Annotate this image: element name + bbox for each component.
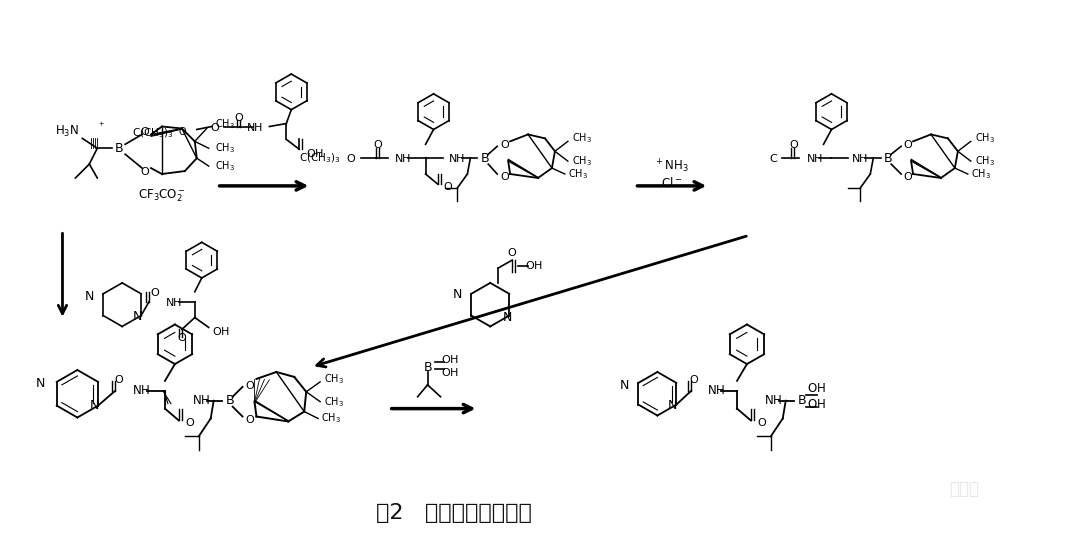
Text: $\rm CH_3$: $\rm CH_3$ bbox=[321, 412, 341, 425]
Text: $\rm N$: $\rm N$ bbox=[36, 377, 45, 390]
Text: $\rm B$: $\rm B$ bbox=[481, 152, 490, 165]
Text: $\rm OH$: $\rm OH$ bbox=[807, 398, 825, 411]
Text: $\rm N$: $\rm N$ bbox=[453, 288, 462, 301]
Text: $\rm NH$: $\rm NH$ bbox=[806, 152, 823, 164]
Text: $\rm B$: $\rm B$ bbox=[225, 394, 234, 407]
Text: $\rm O$: $\rm O$ bbox=[500, 170, 511, 182]
Text: $\rm NH$: $\rm NH$ bbox=[394, 152, 411, 164]
Text: $\rm NH$: $\rm NH$ bbox=[246, 121, 264, 133]
Text: $\rm O$: $\rm O$ bbox=[444, 180, 454, 192]
Text: $\rm CH_3$: $\rm CH_3$ bbox=[975, 155, 995, 168]
Text: $\rm N$: $\rm N$ bbox=[90, 399, 99, 412]
Text: $\rm OH$: $\rm OH$ bbox=[441, 353, 459, 365]
Text: $\rm CF_3CO_2^-$: $\rm CF_3CO_2^-$ bbox=[138, 187, 186, 204]
Text: $\rm Cl^-$: $\rm Cl^-$ bbox=[661, 176, 681, 190]
Text: $\rm B$: $\rm B$ bbox=[883, 152, 893, 165]
Text: $\rm C$: $\rm C$ bbox=[769, 152, 779, 164]
Text: $\rm O$: $\rm O$ bbox=[210, 121, 219, 133]
Text: $\rm NH$: $\rm NH$ bbox=[448, 152, 465, 164]
Text: $\rm N$: $\rm N$ bbox=[84, 290, 94, 303]
Text: $\rm O$: $\rm O$ bbox=[244, 379, 255, 391]
Text: $\rm NH$: $\rm NH$ bbox=[165, 296, 183, 308]
Text: $\rm O$: $\rm O$ bbox=[346, 152, 356, 164]
Text: $\rm CH_3$: $\rm CH_3$ bbox=[215, 159, 234, 173]
Text: $\rm OH$: $\rm OH$ bbox=[307, 147, 324, 159]
Text: $\rm O$: $\rm O$ bbox=[903, 170, 914, 182]
Text: $\rm O$: $\rm O$ bbox=[500, 138, 511, 150]
Text: $\rm ^+NH_3$: $\rm ^+NH_3$ bbox=[653, 157, 689, 175]
Text: $\rm CH_3$: $\rm CH_3$ bbox=[571, 155, 592, 168]
Text: $\rm OH$: $\rm OH$ bbox=[525, 259, 543, 271]
Text: $\rm CH_3$: $\rm CH_3$ bbox=[215, 141, 234, 155]
Text: $\rm O$: $\rm O$ bbox=[177, 331, 187, 343]
Text: $\rm OH$: $\rm OH$ bbox=[441, 366, 459, 378]
Text: $\rm NH$: $\rm NH$ bbox=[707, 384, 725, 397]
Text: $\rm O$: $\rm O$ bbox=[185, 417, 195, 429]
Text: $\rm B$: $\rm B$ bbox=[422, 360, 432, 373]
Text: 凡默谷: 凡默谷 bbox=[949, 480, 978, 498]
Text: $\rm O$: $\rm O$ bbox=[140, 165, 150, 177]
Text: $\rm N$: $\rm N$ bbox=[132, 310, 143, 323]
Text: $\rm O$: $\rm O$ bbox=[244, 413, 255, 424]
Text: $\rm CH_3$: $\rm CH_3$ bbox=[568, 167, 588, 181]
Text: $\rm O$: $\rm O$ bbox=[178, 126, 187, 138]
Text: 图2   硷替佐米合成路线: 图2 硷替佐米合成路线 bbox=[376, 502, 531, 523]
Text: $\rm OH$: $\rm OH$ bbox=[212, 325, 230, 337]
Text: $\rm OH$: $\rm OH$ bbox=[807, 382, 825, 395]
Text: $\rm O$: $\rm O$ bbox=[373, 138, 383, 150]
Text: $^+$: $^+$ bbox=[97, 122, 106, 132]
Text: $\rm C(CH_3)_3$: $\rm C(CH_3)_3$ bbox=[133, 127, 174, 140]
Text: $\rm NH$: $\rm NH$ bbox=[132, 384, 150, 397]
Text: $\rm CH_3$: $\rm CH_3$ bbox=[571, 132, 592, 145]
Text: $\rm B$: $\rm B$ bbox=[114, 142, 124, 155]
Text: $\rm O$: $\rm O$ bbox=[788, 138, 799, 150]
Text: $\rm O$: $\rm O$ bbox=[757, 417, 767, 429]
Text: $\rm O$: $\rm O$ bbox=[508, 246, 517, 258]
Text: $\rm O$: $\rm O$ bbox=[234, 111, 244, 123]
Text: $\rm NH$: $\rm NH$ bbox=[851, 152, 868, 164]
Text: $\rm CH_3$: $\rm CH_3$ bbox=[975, 132, 995, 145]
Text: $\rm C(CH_3)_3$: $\rm C(CH_3)_3$ bbox=[299, 151, 341, 165]
Text: $\rm CH_3$: $\rm CH_3$ bbox=[971, 167, 990, 181]
Text: $\rm N$: $\rm N$ bbox=[502, 311, 512, 324]
Text: $\rm O$: $\rm O$ bbox=[689, 373, 699, 385]
Text: $\rm O$: $\rm O$ bbox=[150, 286, 160, 298]
Text: $\rm O$: $\rm O$ bbox=[140, 126, 150, 138]
Text: $\rm NH$: $\rm NH$ bbox=[192, 394, 210, 407]
Text: $\rm CH_3$: $\rm CH_3$ bbox=[324, 395, 345, 408]
Text: $\rm NH$: $\rm NH$ bbox=[764, 394, 782, 407]
Text: $\rm O$: $\rm O$ bbox=[114, 373, 124, 385]
Text: $\rm H_3N$: $\rm H_3N$ bbox=[55, 124, 80, 139]
Text: $\rm N$: $\rm N$ bbox=[620, 379, 630, 393]
Text: $\rm CH_3$: $\rm CH_3$ bbox=[215, 117, 234, 132]
Text: $\rm B$: $\rm B$ bbox=[797, 394, 807, 407]
Text: $\rm CH_3$: $\rm CH_3$ bbox=[324, 372, 345, 386]
Text: $\rm O$: $\rm O$ bbox=[903, 138, 914, 150]
Text: $\rm N$: $\rm N$ bbox=[667, 399, 677, 412]
